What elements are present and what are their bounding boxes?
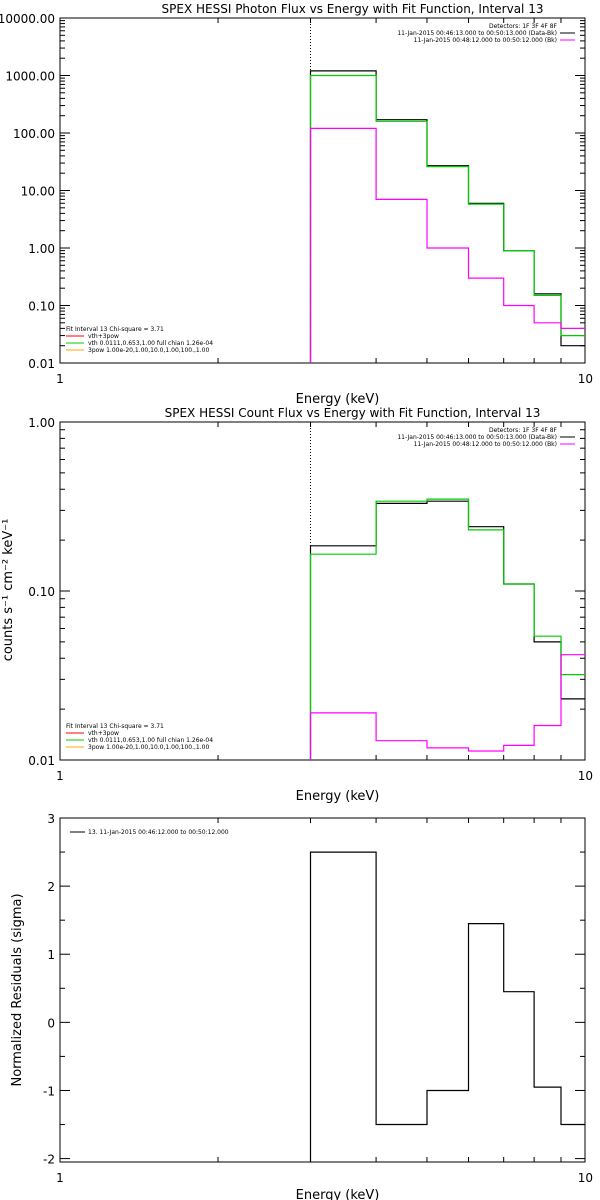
plot-frame (59, 17, 586, 364)
series-line-0 (309, 70, 585, 363)
x-axis-label: Energy (keV) (296, 1188, 380, 1200)
legend-entry: vth+3pow (88, 730, 119, 737)
residuals-panel: 1 10 -2 -1 0 1 2 3 Energy (keV) Normalized Resi… (10, 812, 593, 1200)
series-line-1 (309, 74, 585, 363)
y-tick-label: 100.00 (13, 127, 55, 141)
y-tick-label: 1.00 (28, 416, 55, 430)
legend-fit: Fit Interval 13 Chi-square = 3.71vth+3po… (66, 723, 213, 751)
x-axis-label: Energy (keV) (296, 789, 380, 804)
y-tick-label: 3 (47, 812, 55, 826)
residual-line (309, 851, 585, 1162)
y-tick-label: 0.01 (28, 754, 55, 768)
y-tick-label: 0.10 (28, 585, 55, 599)
x-tick-label: 10 (578, 372, 593, 386)
y-tick-label: 2 (47, 880, 55, 894)
series-line-1 (309, 498, 585, 760)
legend-entry: 11-Jan-2015 00:48:12.000 to 00:50:12.000… (414, 441, 557, 448)
axis-frame: 1 10 0.01 0.10 1.00 10.00 100.00 1000.00 10000.0… (0, 12, 593, 386)
series-group (309, 422, 585, 760)
plot-frame (59, 421, 586, 761)
legend-entry: 11-Jan-2015 00:46:13.000 to 00:50:13.000… (397, 30, 557, 37)
y-tick-label: 1 (47, 948, 55, 962)
y-tick-label: 10.00 (21, 185, 55, 199)
plot-frame (59, 817, 586, 1163)
series-line-2 (309, 654, 585, 760)
y-tick-label: 0.01 (28, 357, 55, 371)
x-tick-label: 1 (56, 769, 64, 783)
legend-fit: Fit Interval 13 Chi-square = 3.71vth+3po… (66, 326, 213, 354)
legend-entry: vth 0.0111,0.653,1.00 full chian 1.26e-0… (88, 340, 213, 347)
legend-entry: Fit Interval 13 Chi-square = 3.71 (66, 723, 164, 730)
series-group (309, 851, 585, 1162)
count-flux-panel: 1 10 0.01 0.10 1.00 SPEX HESSI Count Flux vs… (1, 406, 593, 804)
photon-flux-panel: 1 10 0.01 0.10 1.00 10.00 100.00 1000.00 10000.0… (0, 2, 593, 407)
legend-entry: 3pow 1.00e-20,1.00,10.0,1.00,100.,1.00 (88, 347, 209, 354)
x-tick-label: 1 (56, 372, 64, 386)
x-tick-label: 10 (578, 769, 593, 783)
legend-entry: 13. 11-Jan-2015 00:46:12.000 to 00:50:12… (88, 829, 229, 836)
series-line-2 (309, 127, 585, 363)
x-tick-label: 10 (578, 1171, 593, 1185)
legend: 13. 11-Jan-2015 00:46:12.000 to 00:50:12… (70, 829, 229, 836)
y-axis-label: counts s⁻¹ cm⁻² keV⁻¹ (1, 519, 16, 662)
y-axis-label: Normalized Residuals (sigma) (10, 893, 25, 1086)
axis-frame: 1 10 -2 -1 0 1 2 3 (43, 812, 593, 1185)
legend-entry: Fit Interval 13 Chi-square = 3.71 (66, 326, 164, 333)
legend-entry: 3pow 1.00e-20,1.00,10.0,1.00,100.,1.00 (88, 744, 209, 751)
y-tick-label: 0.10 (28, 300, 55, 314)
chart-title: SPEX HESSI Count Flux vs Energy with Fit… (165, 406, 541, 420)
y-tick-label: 0 (47, 1016, 55, 1030)
y-tick-label: 1.00 (28, 242, 55, 256)
legend-entry: Detectors: 1F 3F 4F 8F (489, 427, 558, 434)
axis-frame: 1 10 0.01 0.10 1.00 (28, 416, 593, 783)
series-line-0 (309, 500, 585, 760)
legend-entry: vth+3pow (88, 333, 119, 340)
y-tick-label: 10000.00 (0, 12, 55, 26)
x-axis-label: Energy (keV) (296, 392, 380, 407)
x-tick-label: 1 (56, 1171, 64, 1185)
y-tick-label: 1000.00 (5, 70, 55, 84)
series-group (309, 18, 585, 363)
legend-entry: 11-Jan-2015 00:46:13.000 to 00:50:13.000… (397, 434, 557, 441)
y-tick-label: -2 (43, 1153, 55, 1167)
legend-entry: vth 0.0111,0.653,1.00 full chian 1.26e-0… (88, 737, 213, 744)
y-tick-label: -1 (43, 1084, 55, 1098)
legend-entry: Detectors: 1F 3F 4F 8F (489, 23, 558, 30)
chart-title: SPEX HESSI Photon Flux vs Energy with Fi… (162, 2, 544, 16)
legend-entry: 11-Jan-2015 00:48:12.000 to 00:50:12.000… (414, 37, 557, 44)
